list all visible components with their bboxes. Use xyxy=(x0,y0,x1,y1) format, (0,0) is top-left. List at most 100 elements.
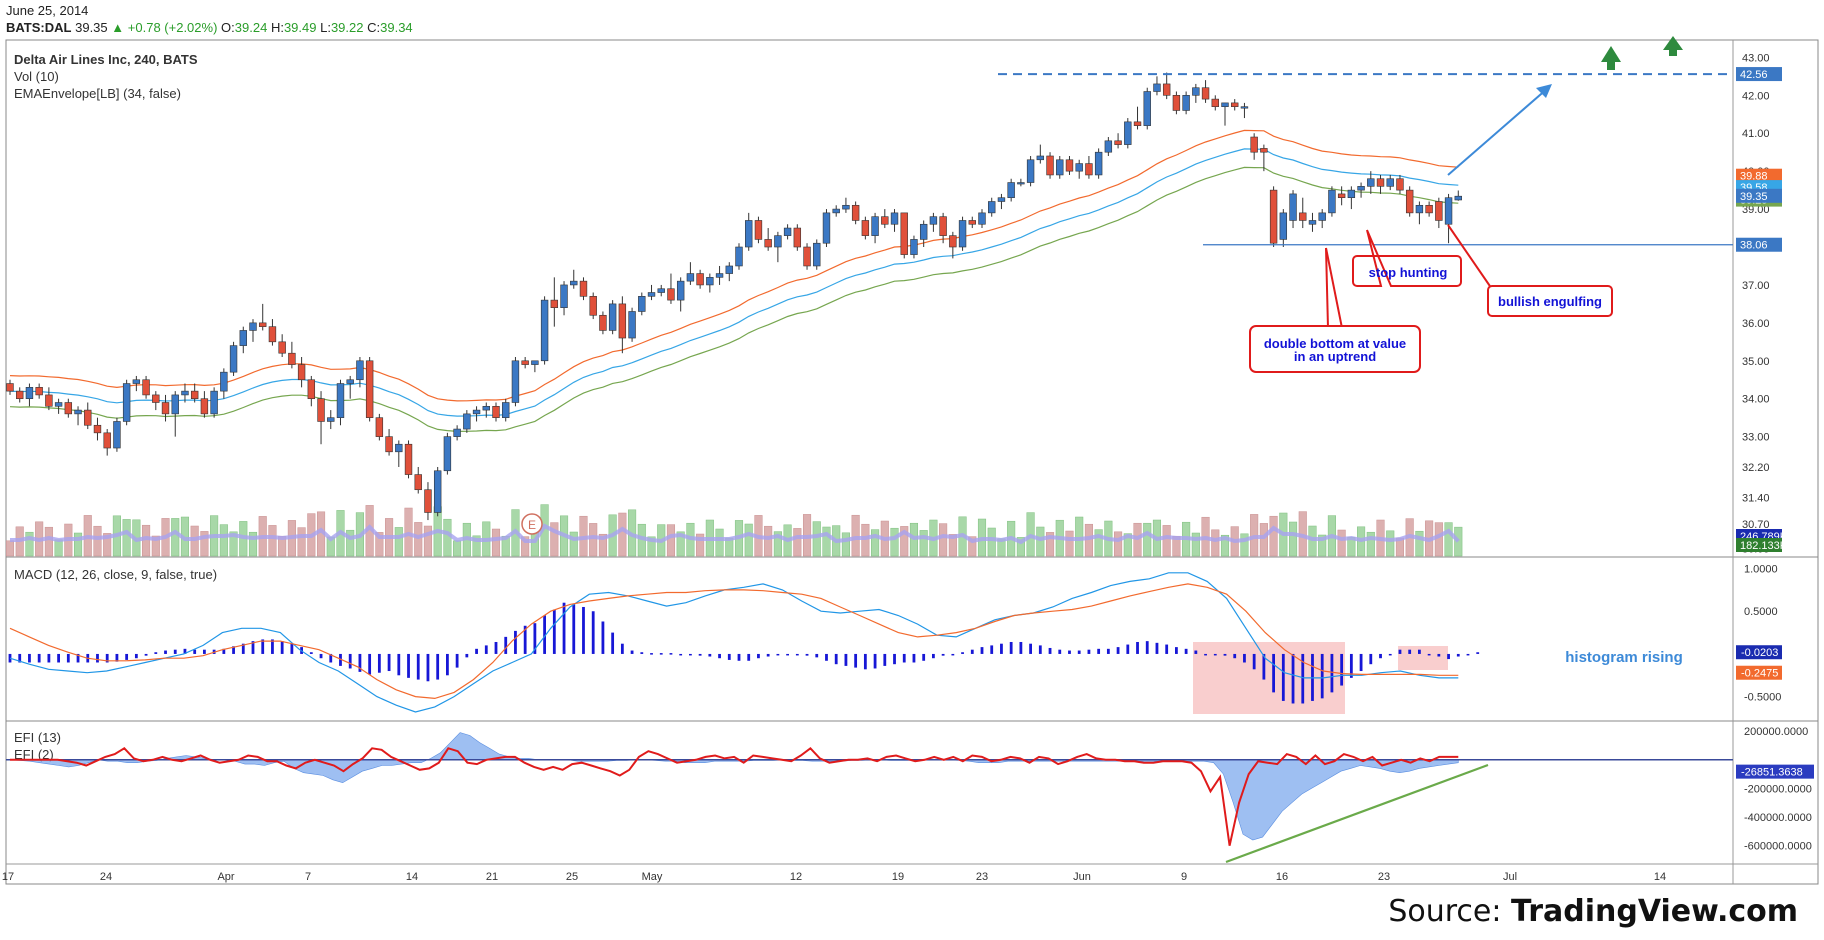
candle-body xyxy=(132,379,141,384)
candle-body xyxy=(1046,155,1054,176)
candle-body xyxy=(502,402,510,418)
candle-body xyxy=(1065,159,1074,172)
candle-body xyxy=(229,345,238,373)
candle-body xyxy=(725,265,733,274)
macd-histogram-bar xyxy=(834,653,838,665)
macd-histogram-bar xyxy=(825,653,828,661)
time-tick-label: Apr xyxy=(217,871,234,883)
candle xyxy=(822,209,831,248)
candle-body xyxy=(1192,87,1200,96)
chart-canvas[interactable]: Delta Air Lines Inc, 240, BATS Vol (10) … xyxy=(0,0,1824,890)
macd-tag-label: -0.0203 xyxy=(1741,647,1778,659)
macd-histogram-bar xyxy=(1087,649,1091,654)
candle xyxy=(297,356,306,388)
candle-body xyxy=(1182,95,1190,111)
candle-body xyxy=(1124,121,1132,145)
macd-histogram-bar xyxy=(1418,649,1421,654)
candle-body xyxy=(84,409,92,426)
candle xyxy=(1367,171,1375,194)
candle-body xyxy=(696,273,704,286)
volume-bar xyxy=(394,527,403,557)
candle xyxy=(1357,182,1365,198)
candle-body xyxy=(550,299,559,308)
candle xyxy=(813,239,821,270)
price-tick-label: 31.40 xyxy=(1742,492,1770,504)
macd-histogram-bar xyxy=(854,653,858,668)
volume-bar xyxy=(550,522,559,557)
candle xyxy=(443,432,452,475)
macd-tick-label: 0.5000 xyxy=(1744,606,1778,618)
volume-bar xyxy=(1337,529,1346,557)
histogram-rising-label: histogram rising xyxy=(1565,649,1683,666)
volume-bar xyxy=(1094,529,1103,557)
candle-body xyxy=(949,235,957,248)
candle xyxy=(842,197,850,213)
candle-body xyxy=(1085,163,1093,176)
candle xyxy=(1026,155,1035,187)
price-tick-label: 30.70 xyxy=(1742,519,1770,531)
candle xyxy=(1182,91,1190,115)
candle xyxy=(608,300,617,335)
candle xyxy=(1075,159,1083,179)
macd-histogram-bar xyxy=(1476,652,1480,654)
candle-body xyxy=(589,296,597,316)
candle xyxy=(754,216,763,244)
volume-bar xyxy=(841,532,850,557)
candle xyxy=(540,296,549,365)
candle xyxy=(1065,155,1074,175)
up-arrow-marker-icon xyxy=(1663,36,1683,56)
candle xyxy=(1444,193,1453,244)
macd-histogram-bar xyxy=(1466,653,1470,656)
candle xyxy=(424,482,432,521)
efi-pane: 200000.0000 -200000.0000 -400000.0000 -6000… xyxy=(6,726,1814,864)
candle-body xyxy=(1036,155,1045,161)
volume-bar xyxy=(598,533,607,557)
price-tick-label: 33.00 xyxy=(1742,432,1770,444)
macd-histogram-bar xyxy=(1291,653,1295,704)
macd-histogram-bar xyxy=(1048,647,1052,654)
axes: 43.0042.0041.0040.0039.0038.0037.0036.00… xyxy=(2,52,1770,883)
candle-body xyxy=(1328,189,1336,214)
candle xyxy=(1386,174,1394,191)
candle-body xyxy=(200,398,209,415)
volume-bar xyxy=(569,531,578,557)
candle-body xyxy=(715,273,724,278)
candle-body xyxy=(54,402,63,407)
macd-histogram-bar xyxy=(718,653,721,659)
candle-body xyxy=(881,216,889,225)
time-tick-label: 7 xyxy=(305,871,311,883)
candle xyxy=(1114,133,1122,149)
volume-bar xyxy=(1065,530,1074,557)
volume-bar xyxy=(1386,530,1395,557)
candle-body xyxy=(249,322,257,331)
macd-histogram-bar xyxy=(115,653,119,662)
volume-bar xyxy=(696,533,705,557)
candle xyxy=(570,269,578,289)
price-tick-label: 41.00 xyxy=(1742,128,1770,140)
volume-bar xyxy=(1259,523,1268,557)
volume-bar xyxy=(1454,526,1463,557)
macd-histogram-bar xyxy=(679,653,683,656)
candle xyxy=(900,212,908,259)
candle xyxy=(1104,137,1113,156)
candle-body xyxy=(93,424,102,434)
target-arrow-line xyxy=(1447,87,1549,176)
price-tick-label: 32.20 xyxy=(1742,462,1770,474)
time-tick-label: 23 xyxy=(976,871,988,883)
main-chart-title: Delta Air Lines Inc, 240, BATS xyxy=(14,52,198,67)
time-tick-label: 21 xyxy=(486,871,498,883)
candle xyxy=(1221,102,1229,126)
candle-body xyxy=(433,470,442,513)
volume-bar xyxy=(1045,532,1055,557)
candle-body xyxy=(1240,106,1249,109)
macd-histogram-bar xyxy=(737,653,741,661)
candle-body xyxy=(900,212,908,255)
macd-histogram-bar xyxy=(436,653,440,680)
macd-histogram-bar xyxy=(1320,653,1324,699)
earnings-marker-letter: E xyxy=(528,518,536,532)
candle xyxy=(745,212,753,251)
candle-body xyxy=(1318,212,1326,221)
volume-bar xyxy=(647,536,656,557)
volume-bar xyxy=(103,533,112,557)
candle xyxy=(1269,186,1278,248)
